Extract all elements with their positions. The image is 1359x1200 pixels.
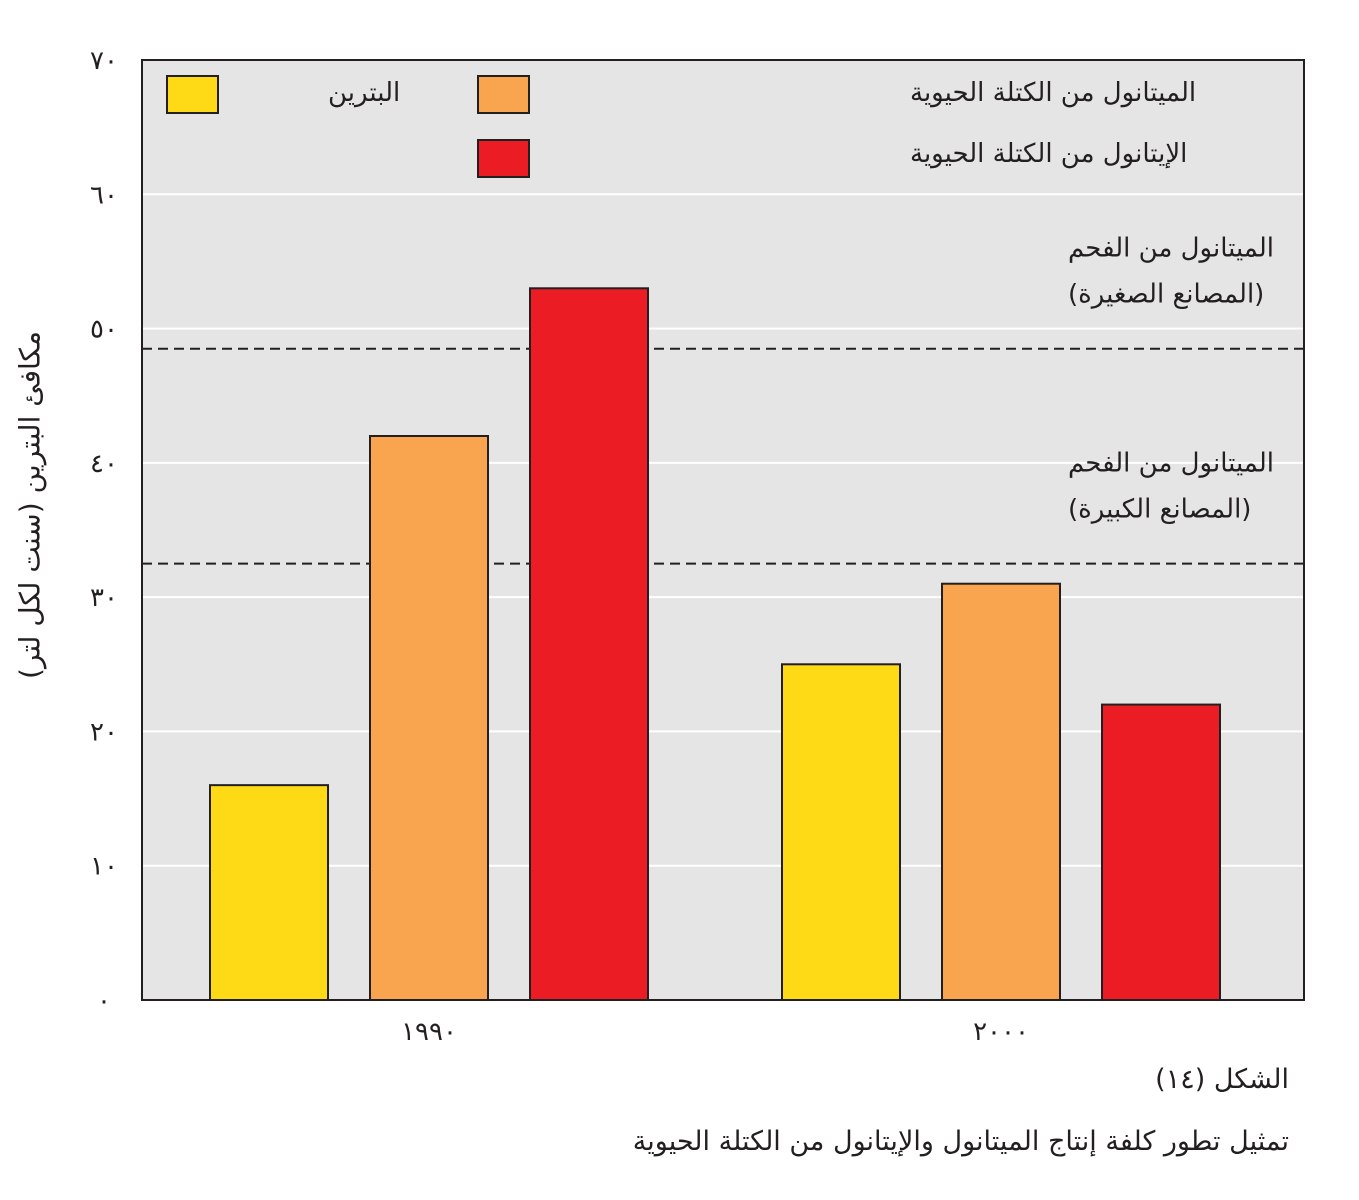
bar xyxy=(209,784,329,1002)
x-tick-label: ١٩٩٠ xyxy=(401,1017,457,1047)
legend-label: الميتانول من الكتلة الحيوية xyxy=(910,78,1196,108)
reference-line-sublabel: (المصانع الكبيرة) xyxy=(1068,495,1251,525)
y-tick-label: ٠ xyxy=(97,986,111,1016)
legend-label: البترين xyxy=(328,78,400,108)
legend-label: الإيتانول من الكتلة الحيوية xyxy=(910,139,1187,169)
bar xyxy=(529,287,649,1001)
bar xyxy=(941,582,1061,1001)
plot-frame xyxy=(141,59,1305,1001)
y-tick-label: ٦٠ xyxy=(90,180,118,210)
figure-caption: تمثيل تطور كلفة إنتاج الميتانول والإيتان… xyxy=(632,1126,1289,1157)
reference-line-label: الميتانول من الفحم xyxy=(1068,234,1274,264)
y-tick-label: ٢٠ xyxy=(90,717,118,747)
reference-line-sublabel: (المصانع الصغيرة) xyxy=(1068,280,1264,310)
legend-swatch xyxy=(477,75,530,114)
y-tick-label: ٣٠ xyxy=(90,583,118,613)
y-axis-label: مكافئ البترين (سنت لكل لتر) xyxy=(13,331,47,679)
figure-number: الشكل (١٤) xyxy=(1155,1064,1289,1095)
x-tick-label: ٢٠٠٠ xyxy=(973,1017,1029,1047)
y-tick-label: ١٠ xyxy=(90,852,118,882)
y-tick-label: ٧٠ xyxy=(90,46,118,76)
bar xyxy=(781,663,901,1001)
y-tick-label: ٤٠ xyxy=(90,449,118,479)
legend-swatch xyxy=(477,139,530,178)
bar xyxy=(1101,703,1221,1001)
y-tick-label: ٥٠ xyxy=(90,315,118,345)
legend-swatch xyxy=(166,75,219,114)
reference-line-label: الميتانول من الفحم xyxy=(1068,449,1274,479)
bar xyxy=(369,435,489,1001)
